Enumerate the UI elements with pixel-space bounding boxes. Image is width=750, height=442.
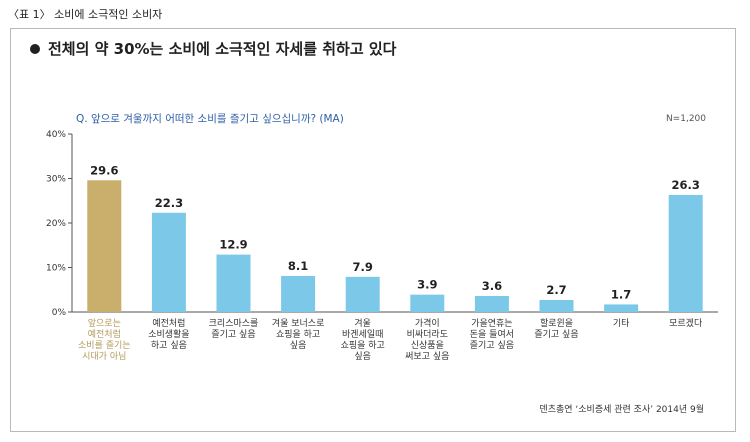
- headline: 전체의 약 30%는 소비에 소극적인 자세를 취하고 있다: [30, 38, 396, 59]
- value-label: 1.7: [611, 287, 631, 301]
- category-label: 기타: [613, 318, 630, 329]
- category-label: 겨울 보너스로 쇼핑을 하고 싶음: [272, 318, 325, 351]
- value-label: 12.9: [219, 238, 247, 252]
- headline-text: 전체의 약 30%는 소비에 소극적인 자세를 취하고 있다: [48, 40, 397, 58]
- category-label: 크리스마스를 즐기고 싶음: [209, 318, 259, 340]
- y-tick-label: 20%: [46, 219, 66, 229]
- chart-panel: [10, 28, 736, 432]
- survey-question: Q. 앞으로 겨울까지 어떠한 소비를 즐기고 싶으십니까? (MA): [76, 113, 344, 125]
- bar: [216, 254, 251, 312]
- bullet-icon: [30, 43, 40, 54]
- value-label: 7.9: [353, 260, 373, 274]
- y-tick-label: 0%: [52, 308, 67, 318]
- value-label: 26.3: [672, 178, 700, 192]
- bar: [668, 194, 703, 312]
- bar: [281, 275, 316, 312]
- bar: [604, 304, 639, 312]
- bar: [345, 276, 380, 312]
- value-label: 2.7: [546, 283, 566, 297]
- category-label: 앞으로는 예전처럼 소비를 즐기는 시대가 아님: [78, 317, 131, 362]
- sample-size: N=1,200: [665, 114, 706, 124]
- bar: [539, 299, 574, 312]
- bar: [410, 294, 445, 312]
- bar: [474, 295, 509, 312]
- value-label: 8.1: [288, 259, 308, 273]
- value-label: 3.6: [482, 279, 502, 293]
- category-label: 가을연휴는 돈을 들여서 즐기고 싶음: [470, 318, 514, 351]
- bar: [87, 180, 122, 312]
- category-label: 가격이 비싸더라도 신상품을 써보고 싶음: [405, 317, 449, 362]
- category-label: 할로윈을 즐기고 싶음: [534, 318, 578, 340]
- value-label: 3.9: [417, 278, 437, 292]
- category-label: 예전처럼 소비생활을 하고 싶음: [148, 317, 189, 351]
- y-tick-label: 40%: [46, 130, 66, 140]
- bar: [151, 212, 186, 312]
- y-tick-label: 10%: [46, 264, 66, 274]
- value-label: 22.3: [155, 196, 183, 210]
- figure-caption: 〈표 1〉 소비에 소극적인 소비자: [8, 8, 163, 21]
- category-label: 겨울 바겐세일때 쇼핑을 하고 싶음: [341, 318, 385, 362]
- value-label: 29.6: [90, 163, 118, 177]
- source-note: 덴츠총연 ‘소비증세 관련 조사’ 2014년 9월: [539, 405, 704, 415]
- y-tick-label: 30%: [46, 175, 66, 185]
- category-label: 모르겠다: [669, 318, 703, 329]
